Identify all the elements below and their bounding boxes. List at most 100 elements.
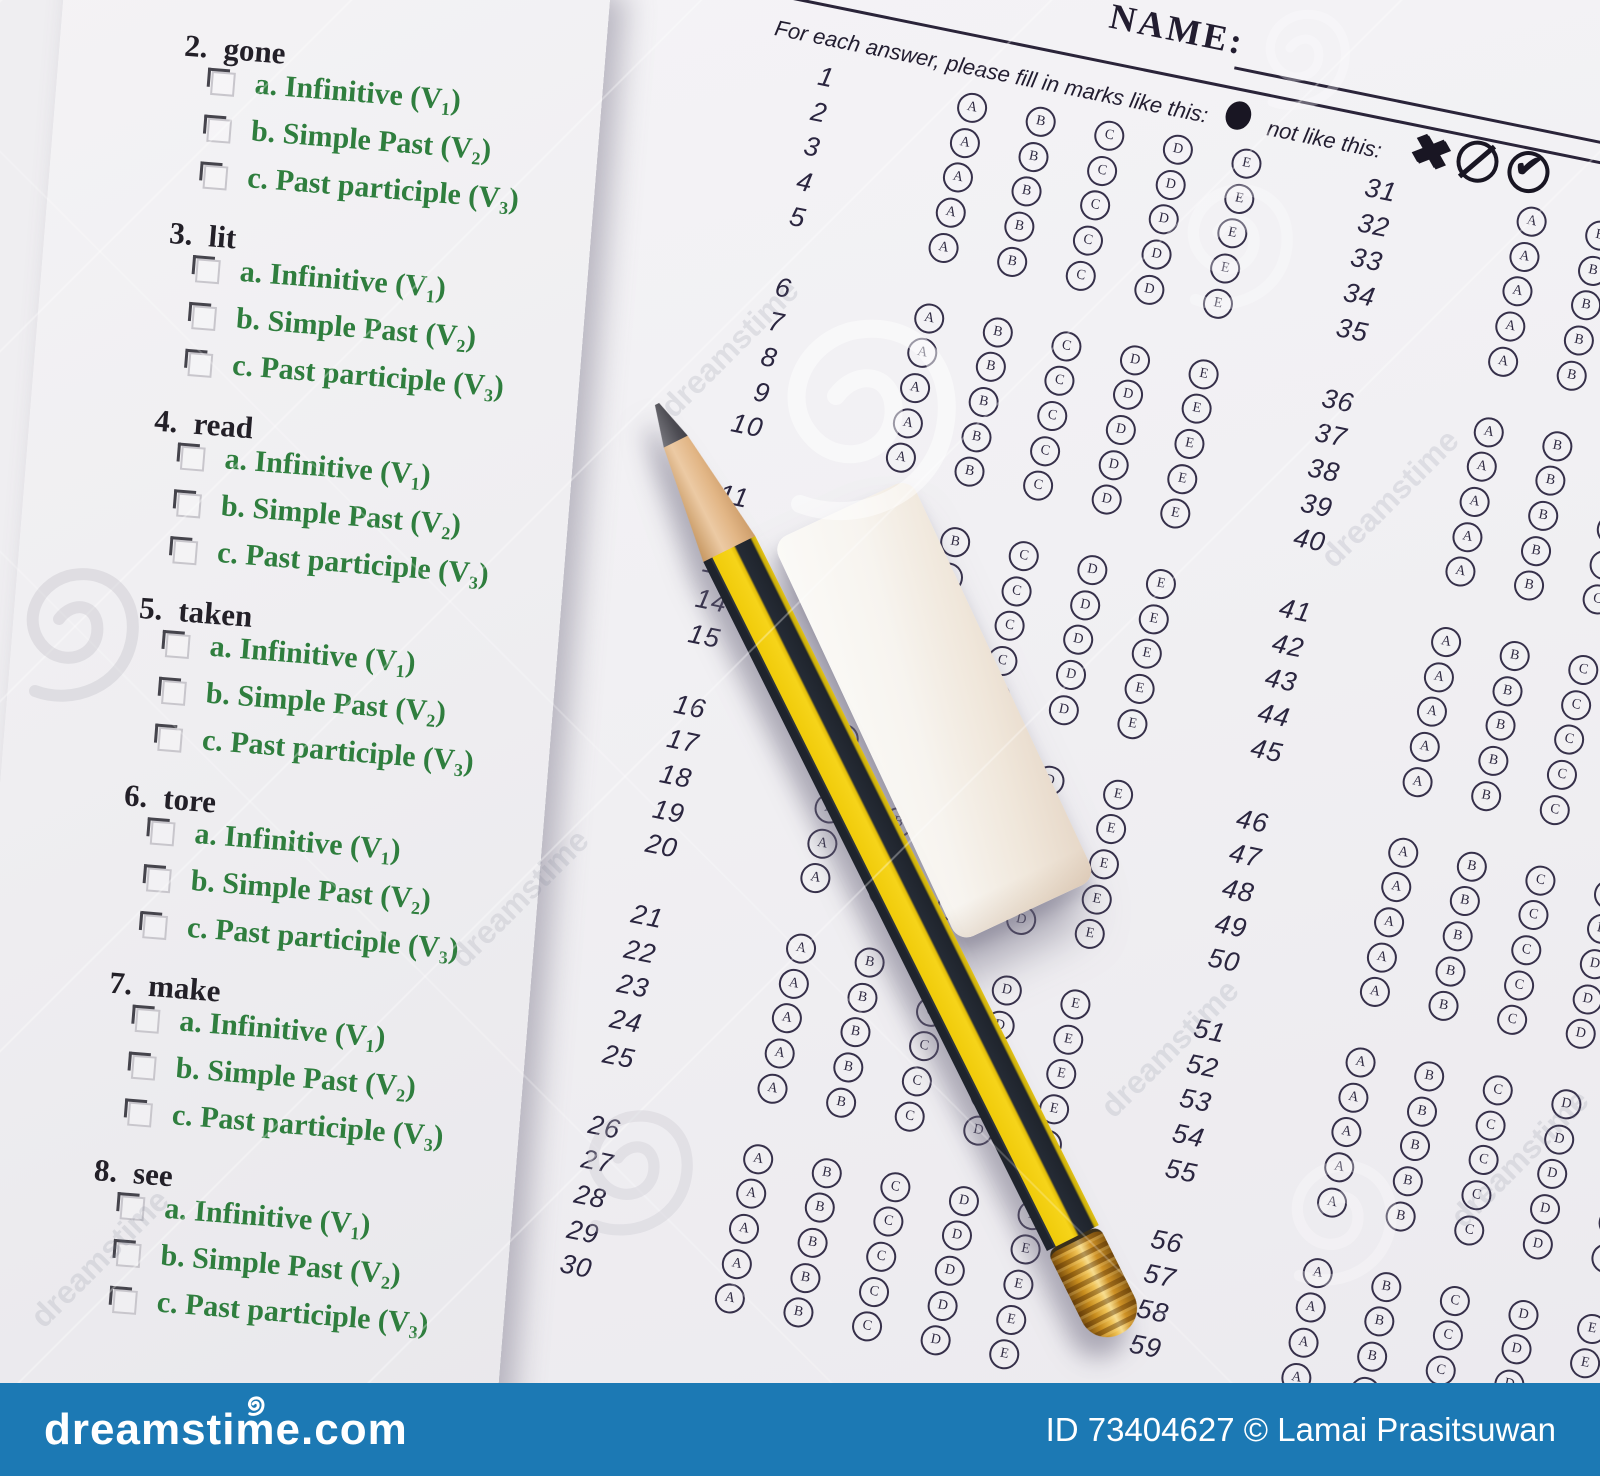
bubble-c[interactable]: C — [1437, 1282, 1473, 1319]
bubble-b[interactable]: B — [1397, 1128, 1433, 1165]
bubble-c[interactable]: C — [1027, 433, 1063, 469]
bubble-b[interactable]: B — [1383, 1198, 1419, 1235]
checkbox[interactable] — [187, 302, 213, 328]
bubble-c[interactable]: C — [1501, 967, 1537, 1003]
bubble-e[interactable]: E — [1200, 285, 1236, 322]
bubble-c[interactable]: C — [1472, 1107, 1509, 1144]
bubble-a[interactable]: A — [754, 1070, 791, 1107]
bubble-e[interactable]: E — [1050, 1021, 1086, 1058]
bubble-e[interactable]: E — [1143, 566, 1179, 602]
bubble-e[interactable]: E — [986, 1336, 1022, 1373]
bubble-d[interactable]: D — [1110, 377, 1146, 413]
bubble-b[interactable]: B — [780, 1295, 817, 1331]
bubble-a[interactable]: A — [1357, 974, 1393, 1010]
bubble-a[interactable]: A — [1335, 1079, 1372, 1116]
bubble-e[interactable]: E — [1007, 1231, 1044, 1268]
bubble-a[interactable]: A — [1464, 449, 1500, 485]
bubble-c[interactable]: C — [877, 1169, 914, 1205]
bubble-a[interactable]: A — [761, 1035, 798, 1072]
bubble-b[interactable]: B — [1568, 287, 1600, 324]
bubble-c[interactable]: C — [1558, 687, 1594, 723]
bubble-c[interactable]: C — [1494, 1002, 1530, 1038]
bubble-a[interactable]: A — [925, 230, 962, 266]
bubble-d[interactable]: D — [1060, 622, 1096, 658]
bubble-c[interactable]: C — [991, 608, 1028, 644]
bubble-d[interactable]: D — [1088, 482, 1125, 518]
bubble-b[interactable]: B — [823, 1084, 859, 1121]
bubble-c[interactable]: C — [1048, 328, 1085, 364]
bubble-b[interactable]: B — [851, 944, 888, 981]
bubble-a[interactable]: A — [947, 125, 983, 161]
bubble-a[interactable]: A — [797, 860, 834, 897]
bubble-a[interactable]: A — [1442, 554, 1479, 590]
bubble-b[interactable]: B — [1554, 357, 1590, 394]
bubble-b[interactable]: B — [1489, 673, 1526, 709]
bubble-b[interactable]: B — [1539, 428, 1576, 464]
bubble-b[interactable]: B — [958, 419, 995, 455]
checkbox[interactable] — [206, 68, 232, 94]
checkbox[interactable] — [176, 442, 202, 468]
bubble-a[interactable]: A — [712, 1281, 748, 1317]
checkbox[interactable] — [131, 1005, 157, 1031]
bubble-a[interactable]: A — [940, 160, 976, 196]
bubble-a[interactable]: A — [1371, 904, 1407, 940]
bubble-c[interactable]: C — [906, 1028, 942, 1065]
bubble-c[interactable]: C — [1091, 118, 1127, 154]
bubble-c[interactable]: C — [1063, 258, 1099, 294]
bubble-e[interactable]: E — [1588, 1240, 1600, 1276]
bubble-a[interactable]: A — [1428, 624, 1464, 660]
bubble-b[interactable]: B — [1447, 883, 1483, 919]
bubble-e[interactable]: E — [1086, 846, 1122, 882]
bubble-b[interactable]: B — [1361, 1303, 1397, 1340]
checkbox[interactable] — [154, 724, 180, 750]
bubble-a[interactable]: A — [1449, 519, 1486, 555]
checkbox[interactable] — [108, 1286, 134, 1312]
bubble-d[interactable]: D — [1160, 132, 1196, 168]
bubble-b[interactable]: B — [951, 454, 988, 490]
bubble-c[interactable]: C — [1430, 1317, 1466, 1354]
bubble-d[interactable]: D — [1138, 236, 1175, 273]
bubble-a[interactable]: A — [1342, 1044, 1379, 1081]
bubble-a[interactable]: A — [1485, 343, 1521, 380]
bubble-e[interactable]: E — [1164, 461, 1201, 497]
bubble-e[interactable]: E — [1100, 776, 1136, 812]
bubble-a[interactable]: A — [1492, 308, 1528, 345]
bubble-b[interactable]: B — [980, 314, 1016, 350]
bubble-c[interactable]: C — [1515, 897, 1552, 933]
bubble-c[interactable]: C — [1458, 1177, 1495, 1214]
bubble-a[interactable]: A — [1293, 1289, 1329, 1326]
bubble-b[interactable]: B — [837, 1014, 874, 1051]
bubble-c[interactable]: C — [998, 573, 1035, 609]
bubble-d[interactable]: D — [946, 1183, 982, 1219]
bubble-b[interactable]: B — [1561, 322, 1597, 359]
bubble-e[interactable]: E — [1136, 601, 1172, 637]
bubble-e[interactable]: E — [1157, 496, 1193, 532]
bubble-a[interactable]: A — [1499, 273, 1536, 310]
bubble-e[interactable]: E — [1214, 215, 1250, 252]
bubble-a[interactable]: A — [1285, 1324, 1322, 1361]
bubble-d[interactable]: D — [1046, 692, 1082, 728]
bubble-e[interactable]: E — [1129, 636, 1165, 672]
bubble-c[interactable]: C — [1465, 1142, 1502, 1179]
bubble-b[interactable]: B — [1518, 533, 1554, 569]
bubble-a[interactable]: A — [1328, 1114, 1365, 1151]
bubble-a[interactable]: A — [933, 195, 969, 231]
checkbox[interactable] — [112, 1239, 138, 1265]
checkbox[interactable] — [184, 349, 210, 375]
bubble-d[interactable]: D — [989, 972, 1025, 1009]
bubble-e[interactable]: E — [1595, 1205, 1600, 1241]
bubble-d[interactable]: D — [1562, 1016, 1599, 1052]
bubble-d[interactable]: D — [1096, 447, 1132, 483]
bubble-b[interactable]: B — [1432, 953, 1469, 989]
bubble-c[interactable]: C — [1070, 223, 1106, 259]
bubble-a[interactable]: A — [740, 1141, 776, 1177]
bubble-a[interactable]: A — [1385, 834, 1422, 870]
bubble-d[interactable]: D — [1534, 1156, 1570, 1192]
bubble-b[interactable]: B — [1468, 778, 1504, 814]
bubble-e[interactable]: E — [1228, 145, 1265, 182]
bubble-a[interactable]: A — [1378, 869, 1414, 905]
bubble-d[interactable]: D — [1570, 981, 1600, 1017]
checkbox[interactable] — [203, 115, 229, 141]
bubble-b[interactable]: B — [1368, 1268, 1405, 1305]
bubble-a[interactable]: A — [904, 335, 940, 371]
